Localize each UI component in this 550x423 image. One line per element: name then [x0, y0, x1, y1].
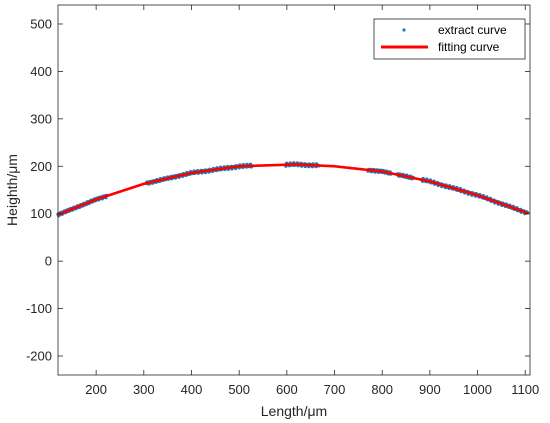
x-tick-label: 400	[181, 382, 203, 397]
x-tick-label: 600	[276, 382, 298, 397]
y-tick-label: 0	[45, 254, 52, 269]
y-tick-label: -200	[26, 349, 52, 364]
y-tick-label: 300	[30, 111, 52, 126]
legend-box	[373, 18, 526, 60]
x-tick-label: 1100	[511, 382, 539, 397]
x-tick-label: 300	[133, 382, 155, 397]
x-tick-label: 900	[419, 382, 441, 397]
x-tick-label: 200	[85, 382, 107, 397]
legend: extract curve fitting curve	[373, 18, 526, 60]
x-axis-title: Length/μm	[261, 403, 327, 419]
y-tick-label: -100	[26, 301, 52, 316]
x-tick-label: 500	[228, 382, 250, 397]
fitting-curve-line	[57, 163, 529, 216]
axes: 200 300 400 500 600 700 800 900 1000 1100-200-100…	[26, 4, 539, 397]
axes-frame	[57, 4, 531, 376]
series-marks	[56, 161, 530, 218]
y-tick-label: 400	[30, 64, 52, 79]
y-tick-label: 100	[30, 206, 52, 221]
y-axis-title: Heighth/μm	[4, 154, 20, 226]
x-tick-label: 1000	[463, 382, 492, 397]
legend-label-fitting-curve: fitting curve	[438, 40, 500, 54]
x-tick-label: 700	[324, 382, 346, 397]
x-tick-label: 800	[371, 382, 393, 397]
y-tick-label: 200	[30, 159, 52, 174]
legend-marker-extract-curve	[402, 28, 406, 32]
y-tick-label: 500	[30, 16, 52, 31]
legend-label-extract-curve: extract curve	[438, 23, 507, 37]
